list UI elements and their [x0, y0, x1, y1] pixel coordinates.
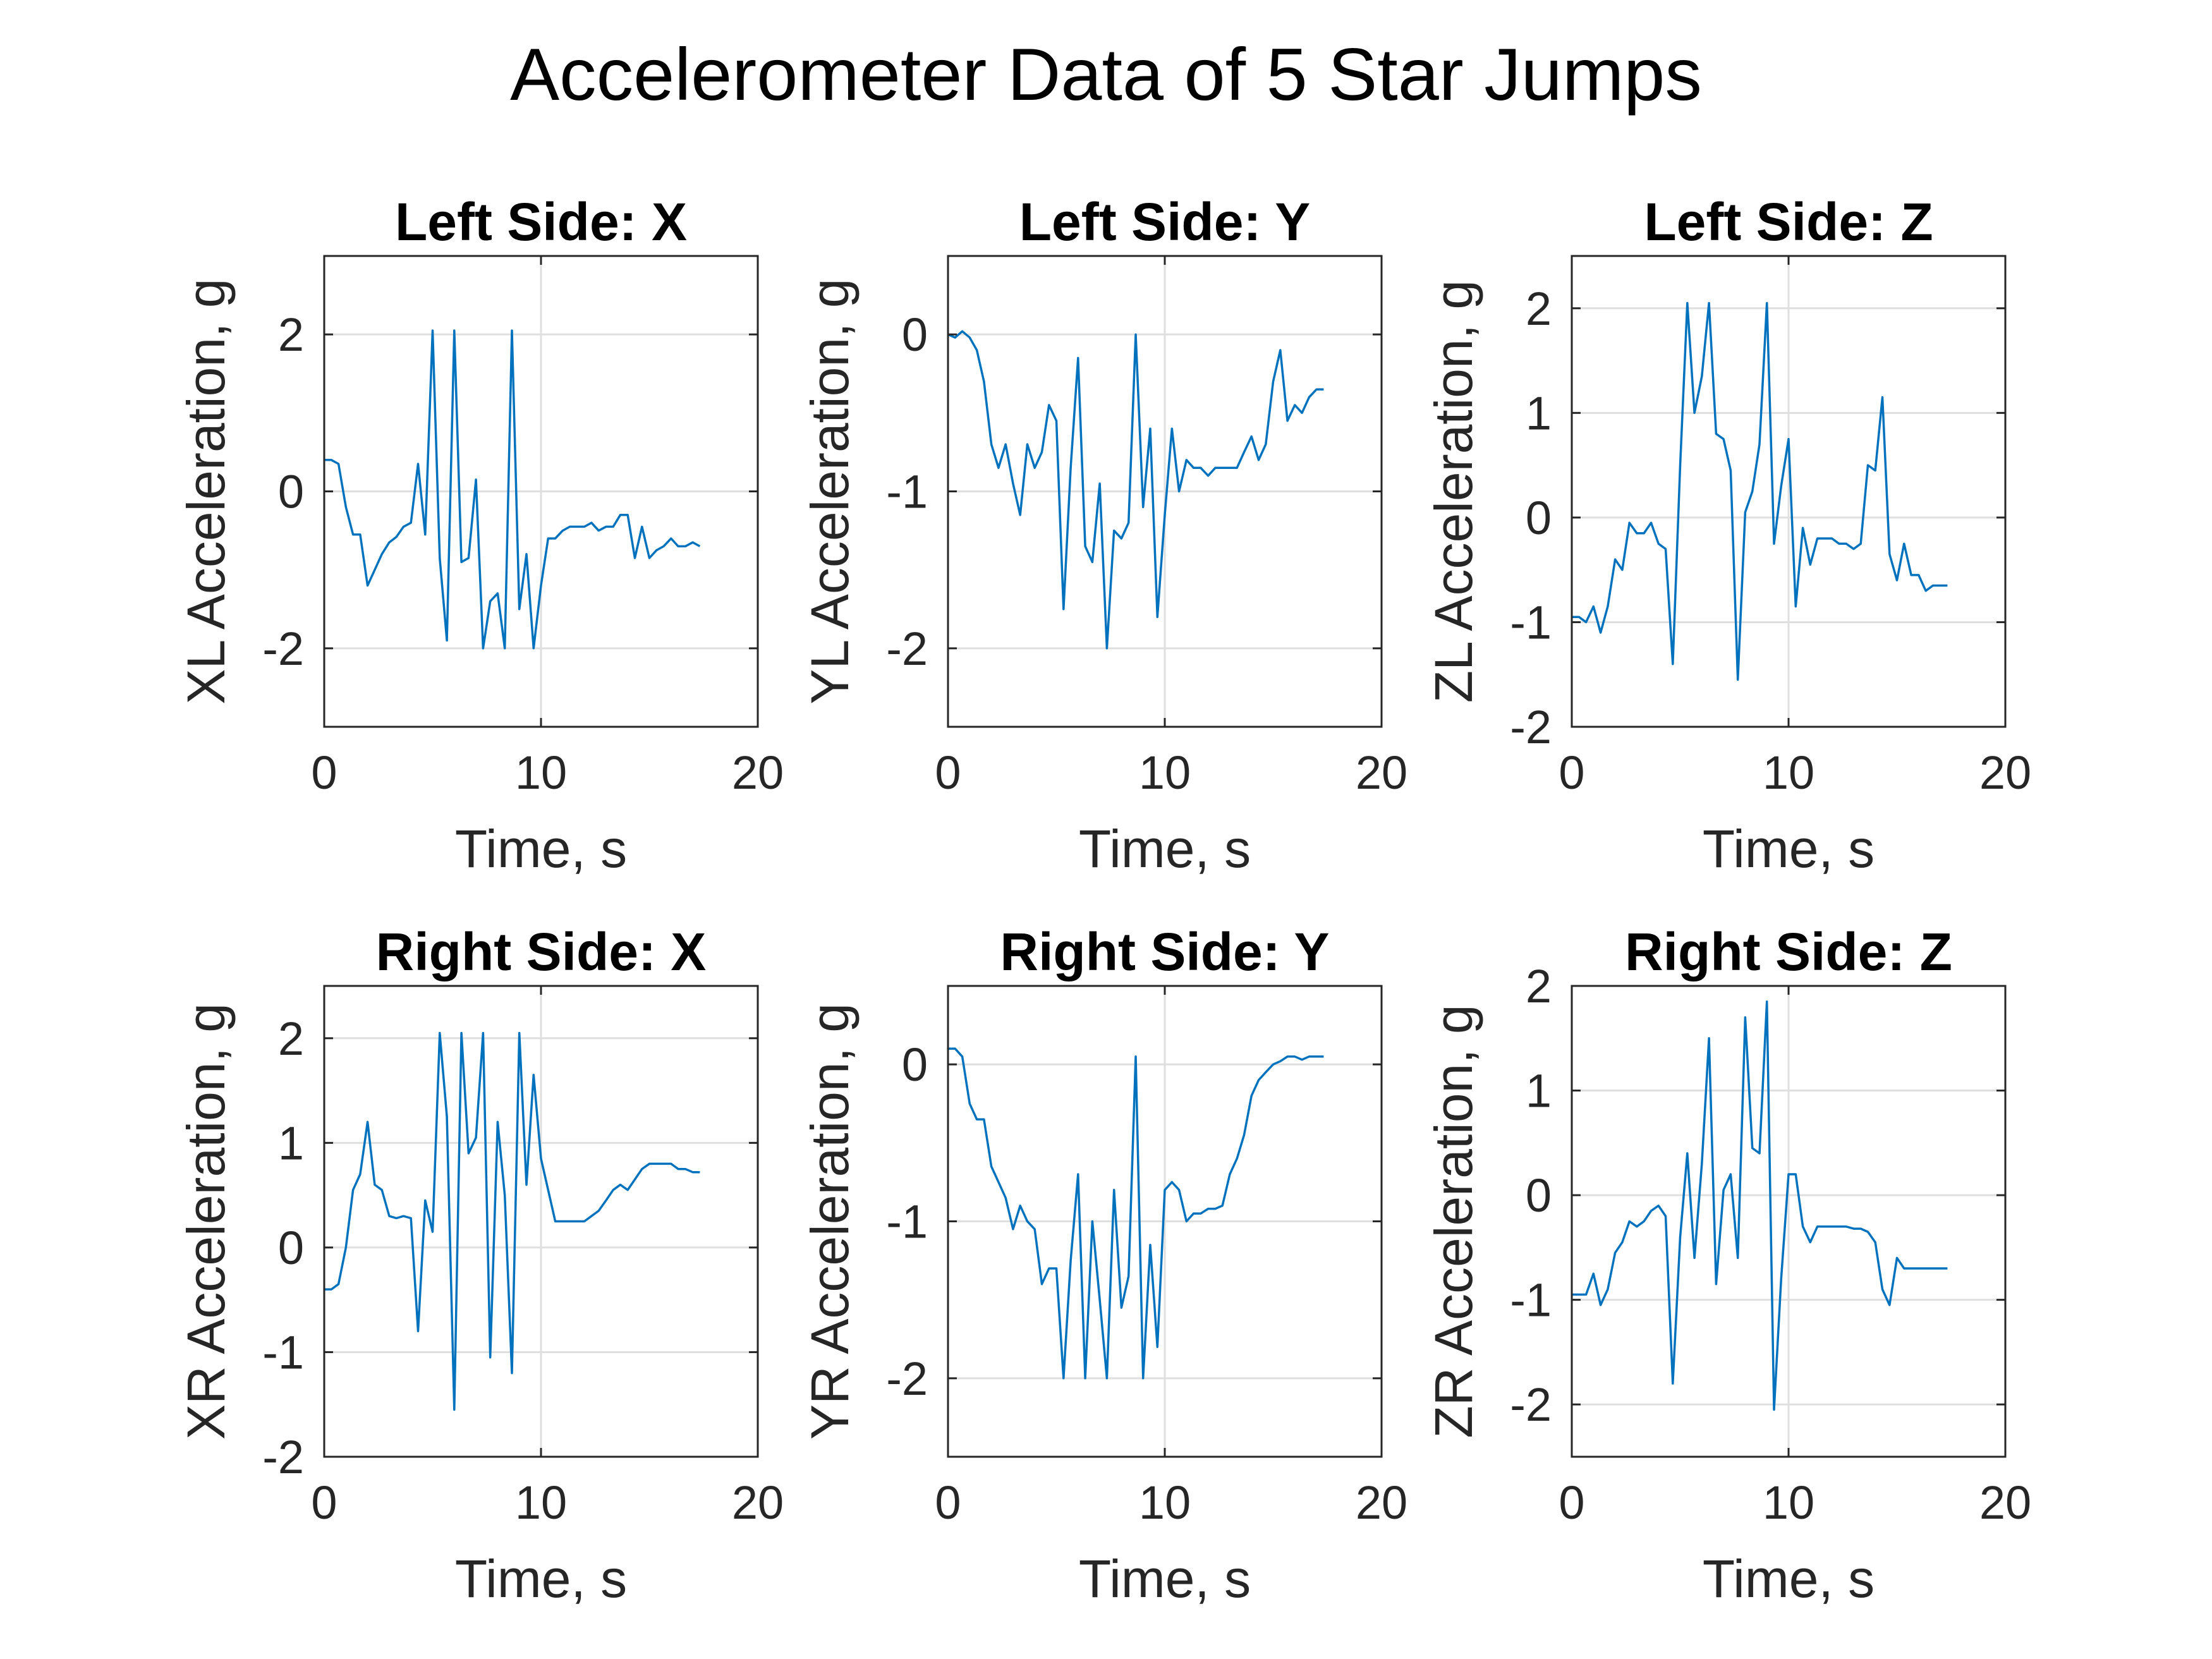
x-tick-label: 0 — [1559, 746, 1584, 799]
x-tick-label: 20 — [1356, 1476, 1407, 1529]
x-axis-label: Time, s — [1079, 819, 1251, 878]
y-tick-label: 1 — [1526, 387, 1552, 439]
x-tick-label: 10 — [1763, 1476, 1814, 1529]
y-tick-label: 2 — [278, 308, 304, 361]
y-tick-label: 1 — [1526, 1065, 1552, 1117]
subplot-right-x: 0 10 20 -2 -1 0 1 2 Right Side: X Time, s XR Accel… — [176, 922, 784, 1608]
y-axis-label: YR Acceleration, g — [800, 1003, 860, 1440]
x-axis-label: Time, s — [455, 1549, 627, 1608]
y-axis-label: ZL Acceleration, g — [1424, 280, 1483, 703]
y-tick-label: -1 — [1510, 596, 1552, 648]
y-tick-label: -2 — [1510, 701, 1552, 753]
x-axis-label: Time, s — [1703, 819, 1875, 878]
x-tick-label: 10 — [1139, 746, 1191, 799]
x-tick-label: 20 — [1979, 1476, 2031, 1529]
y-tick-label: 2 — [1526, 283, 1552, 335]
y-tick-label: 1 — [278, 1117, 304, 1169]
subplot-title: Left Side: X — [395, 192, 687, 252]
y-tick-label: 0 — [1526, 1169, 1552, 1222]
x-axis-label: Time, s — [1079, 1549, 1251, 1608]
y-tick-label: 0 — [902, 308, 928, 361]
figure-title: Accelerometer Data of 5 Star Jumps — [510, 33, 1702, 116]
x-tick-label: 10 — [1139, 1476, 1191, 1529]
x-tick-label: 0 — [311, 746, 337, 799]
data-line-right-x — [324, 1031, 700, 1411]
x-axis-label: Time, s — [1703, 1549, 1875, 1608]
x-axis-label: Time, s — [455, 819, 627, 878]
x-tick-label: 0 — [1559, 1476, 1584, 1529]
data-line-left-x — [324, 329, 701, 650]
data-line-right-y — [948, 1047, 1324, 1380]
y-tick-label: -1 — [1510, 1274, 1552, 1327]
x-tick-label: 20 — [1356, 746, 1407, 799]
y-tick-label: -2 — [886, 1352, 928, 1405]
y-tick-label: 0 — [1526, 492, 1552, 544]
subplot-left-z: 0 10 20 -2 -1 0 1 2 Left Side: Z Time, s ZL Accele… — [1424, 192, 2031, 878]
x-tick-label: 10 — [1763, 746, 1814, 799]
subplot-title: Right Side: Y — [1000, 922, 1329, 981]
x-tick-label: 20 — [732, 746, 784, 799]
x-tick-label: 10 — [515, 1476, 567, 1529]
y-axis-label: XL Acceleration, g — [176, 279, 236, 705]
y-tick-label: -2 — [1510, 1378, 1552, 1431]
subplot-title: Left Side: Y — [1019, 192, 1311, 252]
y-tick-label: -1 — [886, 1196, 928, 1248]
y-tick-label: 0 — [902, 1038, 928, 1091]
x-tick-label: 0 — [311, 1476, 337, 1529]
subplot-right-z: 0 10 20 -2 -1 0 1 2 Right Side: Z Time, s ZR Accel… — [1424, 922, 2031, 1608]
y-tick-label: 0 — [278, 1222, 304, 1274]
subplot-left-y: 0 10 20 -2 -1 0 Left Side: Y Time, s YL Accelera… — [800, 192, 1407, 878]
y-tick-label: -2 — [262, 1431, 304, 1483]
x-tick-label: 0 — [935, 1476, 961, 1529]
x-tick-label: 0 — [935, 746, 961, 799]
x-tick-label: 20 — [732, 1476, 784, 1529]
y-tick-label: -2 — [262, 623, 304, 675]
y-tick-label: -1 — [886, 466, 928, 518]
data-line-right-z — [1572, 1000, 1948, 1411]
subplot-left-x: 0 10 20 -2 0 2 Left Side: X Time, s XL Accelerat… — [176, 192, 784, 878]
data-line-left-z — [1572, 301, 1948, 681]
x-tick-label: 10 — [515, 746, 567, 799]
y-tick-label: 2 — [1526, 960, 1552, 1012]
subplot-title: Right Side: Z — [1625, 922, 1952, 981]
y-tick-label: -1 — [262, 1326, 304, 1378]
y-tick-label: -2 — [886, 623, 928, 675]
subplot-title: Left Side: Z — [1644, 192, 1933, 252]
y-axis-label: ZR Acceleration, g — [1424, 1004, 1483, 1438]
x-tick-label: 20 — [1979, 746, 2031, 799]
y-axis-label: XR Acceleration, g — [176, 1003, 236, 1440]
data-line-left-y — [947, 330, 1324, 650]
subplot-title: Right Side: X — [376, 922, 707, 981]
y-axis-label: YL Acceleration, g — [800, 279, 860, 705]
y-tick-label: 0 — [278, 466, 304, 518]
y-tick-label: 2 — [278, 1012, 304, 1065]
subplot-right-y: 0 10 20 -2 -1 0 Right Side: Y Time, s YR Acceler… — [800, 922, 1407, 1608]
